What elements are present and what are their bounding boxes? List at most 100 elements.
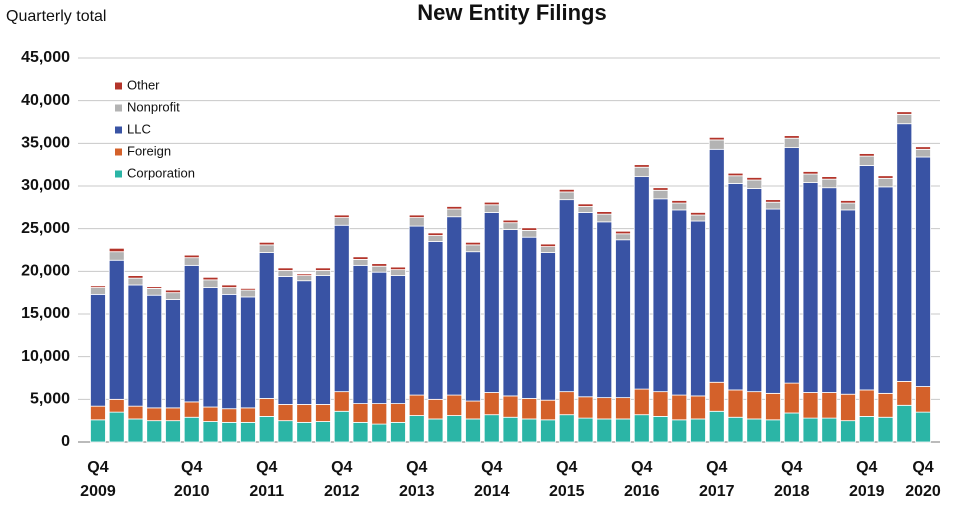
bar-segment	[165, 292, 181, 300]
bar-segment	[577, 417, 594, 443]
bar-segment	[296, 421, 313, 443]
bar-segment	[558, 414, 575, 443]
bar-segment	[465, 241, 481, 246]
bar-segment	[596, 213, 613, 223]
bar-segment	[671, 202, 688, 211]
bar-segment	[427, 398, 444, 420]
bar-segment	[202, 276, 219, 281]
bar-segment	[802, 417, 819, 443]
y-tick-label: 15,000	[21, 305, 70, 322]
bar-segment	[783, 382, 800, 414]
bar-segment	[465, 400, 481, 420]
bar-segment	[90, 405, 106, 421]
bar-segment	[408, 217, 425, 227]
bar-segment	[765, 208, 781, 394]
bar-segment	[221, 293, 238, 410]
bar-segment	[802, 182, 819, 393]
bar-segment	[652, 189, 669, 200]
bar-segment	[483, 414, 500, 443]
bar-segment	[671, 209, 688, 396]
bar-segment	[821, 178, 838, 189]
x-tick-label: Q4 2009	[80, 459, 116, 500]
bar-segment	[108, 259, 125, 400]
bar-segment	[558, 199, 575, 393]
y-tick-label: 35,000	[21, 135, 70, 152]
bar-segment	[727, 183, 744, 391]
bar-segment	[333, 391, 350, 412]
bar-segment	[577, 203, 594, 207]
bar-segment	[352, 256, 369, 260]
bar-segment	[333, 217, 350, 226]
bar-segment	[296, 273, 313, 277]
bar-segment	[615, 239, 631, 399]
bar-segment	[202, 279, 219, 288]
y-tick-label: 40,000	[21, 92, 70, 109]
bar-segment	[258, 241, 275, 246]
bar-segment	[165, 420, 181, 443]
bar-segment	[465, 251, 481, 402]
bar-segment	[390, 403, 406, 423]
bar-segment	[521, 236, 538, 399]
bar-segment	[540, 246, 556, 253]
bar-segment	[802, 171, 819, 175]
bar-segment	[146, 286, 163, 289]
y-tick-label: 45,000	[21, 49, 70, 66]
bar-segment	[915, 156, 931, 387]
bar-segment	[690, 220, 706, 397]
bar-segment	[446, 206, 463, 210]
bar-segment	[652, 187, 669, 191]
bar-segment	[183, 257, 200, 266]
legend-swatch	[115, 104, 122, 112]
bar-segment	[333, 214, 350, 218]
bar-segment	[746, 391, 763, 420]
y-tick-label: 0	[61, 433, 70, 450]
bar-segment	[221, 421, 238, 443]
bar-segment	[258, 244, 275, 253]
bar-segment	[146, 287, 163, 296]
bar-segment	[221, 284, 238, 288]
bar-segment	[90, 293, 106, 407]
bar-segment	[708, 139, 725, 150]
bar-segment	[821, 176, 838, 180]
bar-segment	[877, 177, 894, 188]
bar-segment	[633, 164, 650, 168]
bar-segment	[146, 420, 163, 443]
bar-segment	[915, 148, 931, 158]
bar-segment	[783, 137, 800, 148]
y-tick-label: 10,000	[21, 348, 70, 365]
bar-segment	[915, 411, 931, 443]
bar-segment	[202, 406, 219, 422]
bar-segment	[915, 386, 931, 413]
bar-segment	[183, 401, 200, 418]
bar-segment	[783, 412, 800, 443]
bar-segment	[502, 395, 519, 418]
bar-segment	[333, 410, 350, 443]
bar-segment	[296, 275, 313, 282]
bar-segment	[633, 388, 650, 416]
bar-segment	[240, 289, 256, 298]
bar-segment	[727, 172, 744, 177]
bar-segment	[596, 418, 613, 443]
bar-segment	[258, 398, 275, 417]
x-tick-label: Q4 2020	[905, 459, 941, 500]
bar-segment	[858, 153, 875, 157]
bar-segment	[821, 187, 838, 393]
bar-segment	[483, 201, 500, 206]
x-tick-label: Q4 2014	[473, 459, 510, 500]
bar-segment	[896, 381, 913, 406]
legend-swatch	[115, 170, 122, 178]
bar-segment	[352, 403, 369, 423]
bar-segment	[540, 243, 556, 247]
bar-segment	[108, 411, 125, 443]
bar-segment	[390, 275, 406, 405]
chart-title: New Entity Filings	[417, 0, 606, 25]
bar-segment	[783, 135, 800, 139]
bar-segment	[315, 404, 331, 422]
bar-segment	[690, 212, 706, 216]
bar-segment	[652, 391, 669, 417]
bar-segment	[521, 398, 538, 420]
bar-segment	[896, 123, 913, 382]
bar-segment	[877, 186, 894, 394]
bar-segment	[877, 175, 894, 179]
legend-swatch	[115, 126, 122, 134]
